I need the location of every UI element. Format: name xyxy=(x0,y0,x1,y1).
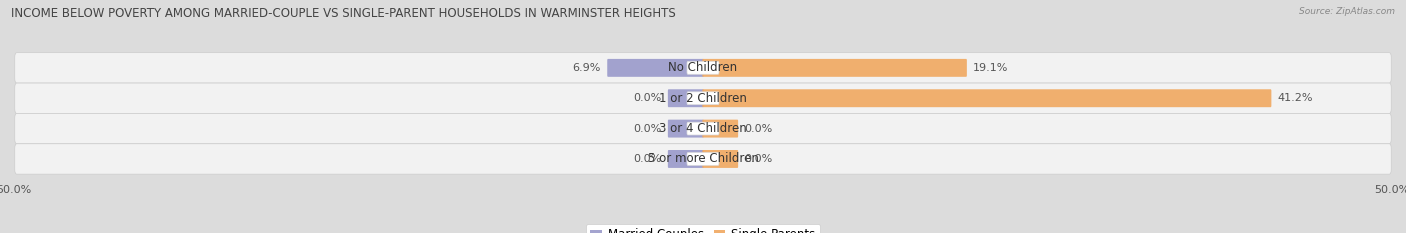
Legend: Married Couples, Single Parents: Married Couples, Single Parents xyxy=(586,224,820,233)
FancyBboxPatch shape xyxy=(688,62,718,74)
Text: 0.0%: 0.0% xyxy=(634,93,662,103)
FancyBboxPatch shape xyxy=(688,122,718,135)
FancyBboxPatch shape xyxy=(14,83,1392,113)
FancyBboxPatch shape xyxy=(668,89,703,107)
FancyBboxPatch shape xyxy=(703,59,967,77)
Text: 6.9%: 6.9% xyxy=(572,63,600,73)
FancyBboxPatch shape xyxy=(703,89,1271,107)
FancyBboxPatch shape xyxy=(14,144,1392,174)
Text: 3 or 4 Children: 3 or 4 Children xyxy=(659,122,747,135)
Text: 1 or 2 Children: 1 or 2 Children xyxy=(659,92,747,105)
FancyBboxPatch shape xyxy=(703,150,738,168)
FancyBboxPatch shape xyxy=(668,150,703,168)
FancyBboxPatch shape xyxy=(668,120,703,137)
Text: 0.0%: 0.0% xyxy=(744,154,772,164)
FancyBboxPatch shape xyxy=(14,113,1392,144)
FancyBboxPatch shape xyxy=(607,59,703,77)
Text: 19.1%: 19.1% xyxy=(973,63,1008,73)
Text: INCOME BELOW POVERTY AMONG MARRIED-COUPLE VS SINGLE-PARENT HOUSEHOLDS IN WARMINS: INCOME BELOW POVERTY AMONG MARRIED-COUPL… xyxy=(11,7,676,20)
FancyBboxPatch shape xyxy=(688,92,718,105)
Text: 0.0%: 0.0% xyxy=(634,154,662,164)
FancyBboxPatch shape xyxy=(14,53,1392,83)
Text: Source: ZipAtlas.com: Source: ZipAtlas.com xyxy=(1299,7,1395,16)
Text: 41.2%: 41.2% xyxy=(1278,93,1313,103)
Text: 0.0%: 0.0% xyxy=(744,123,772,134)
FancyBboxPatch shape xyxy=(688,153,718,165)
FancyBboxPatch shape xyxy=(703,120,738,137)
Text: No Children: No Children xyxy=(668,61,738,74)
Text: 0.0%: 0.0% xyxy=(634,123,662,134)
Text: 5 or more Children: 5 or more Children xyxy=(648,152,758,165)
